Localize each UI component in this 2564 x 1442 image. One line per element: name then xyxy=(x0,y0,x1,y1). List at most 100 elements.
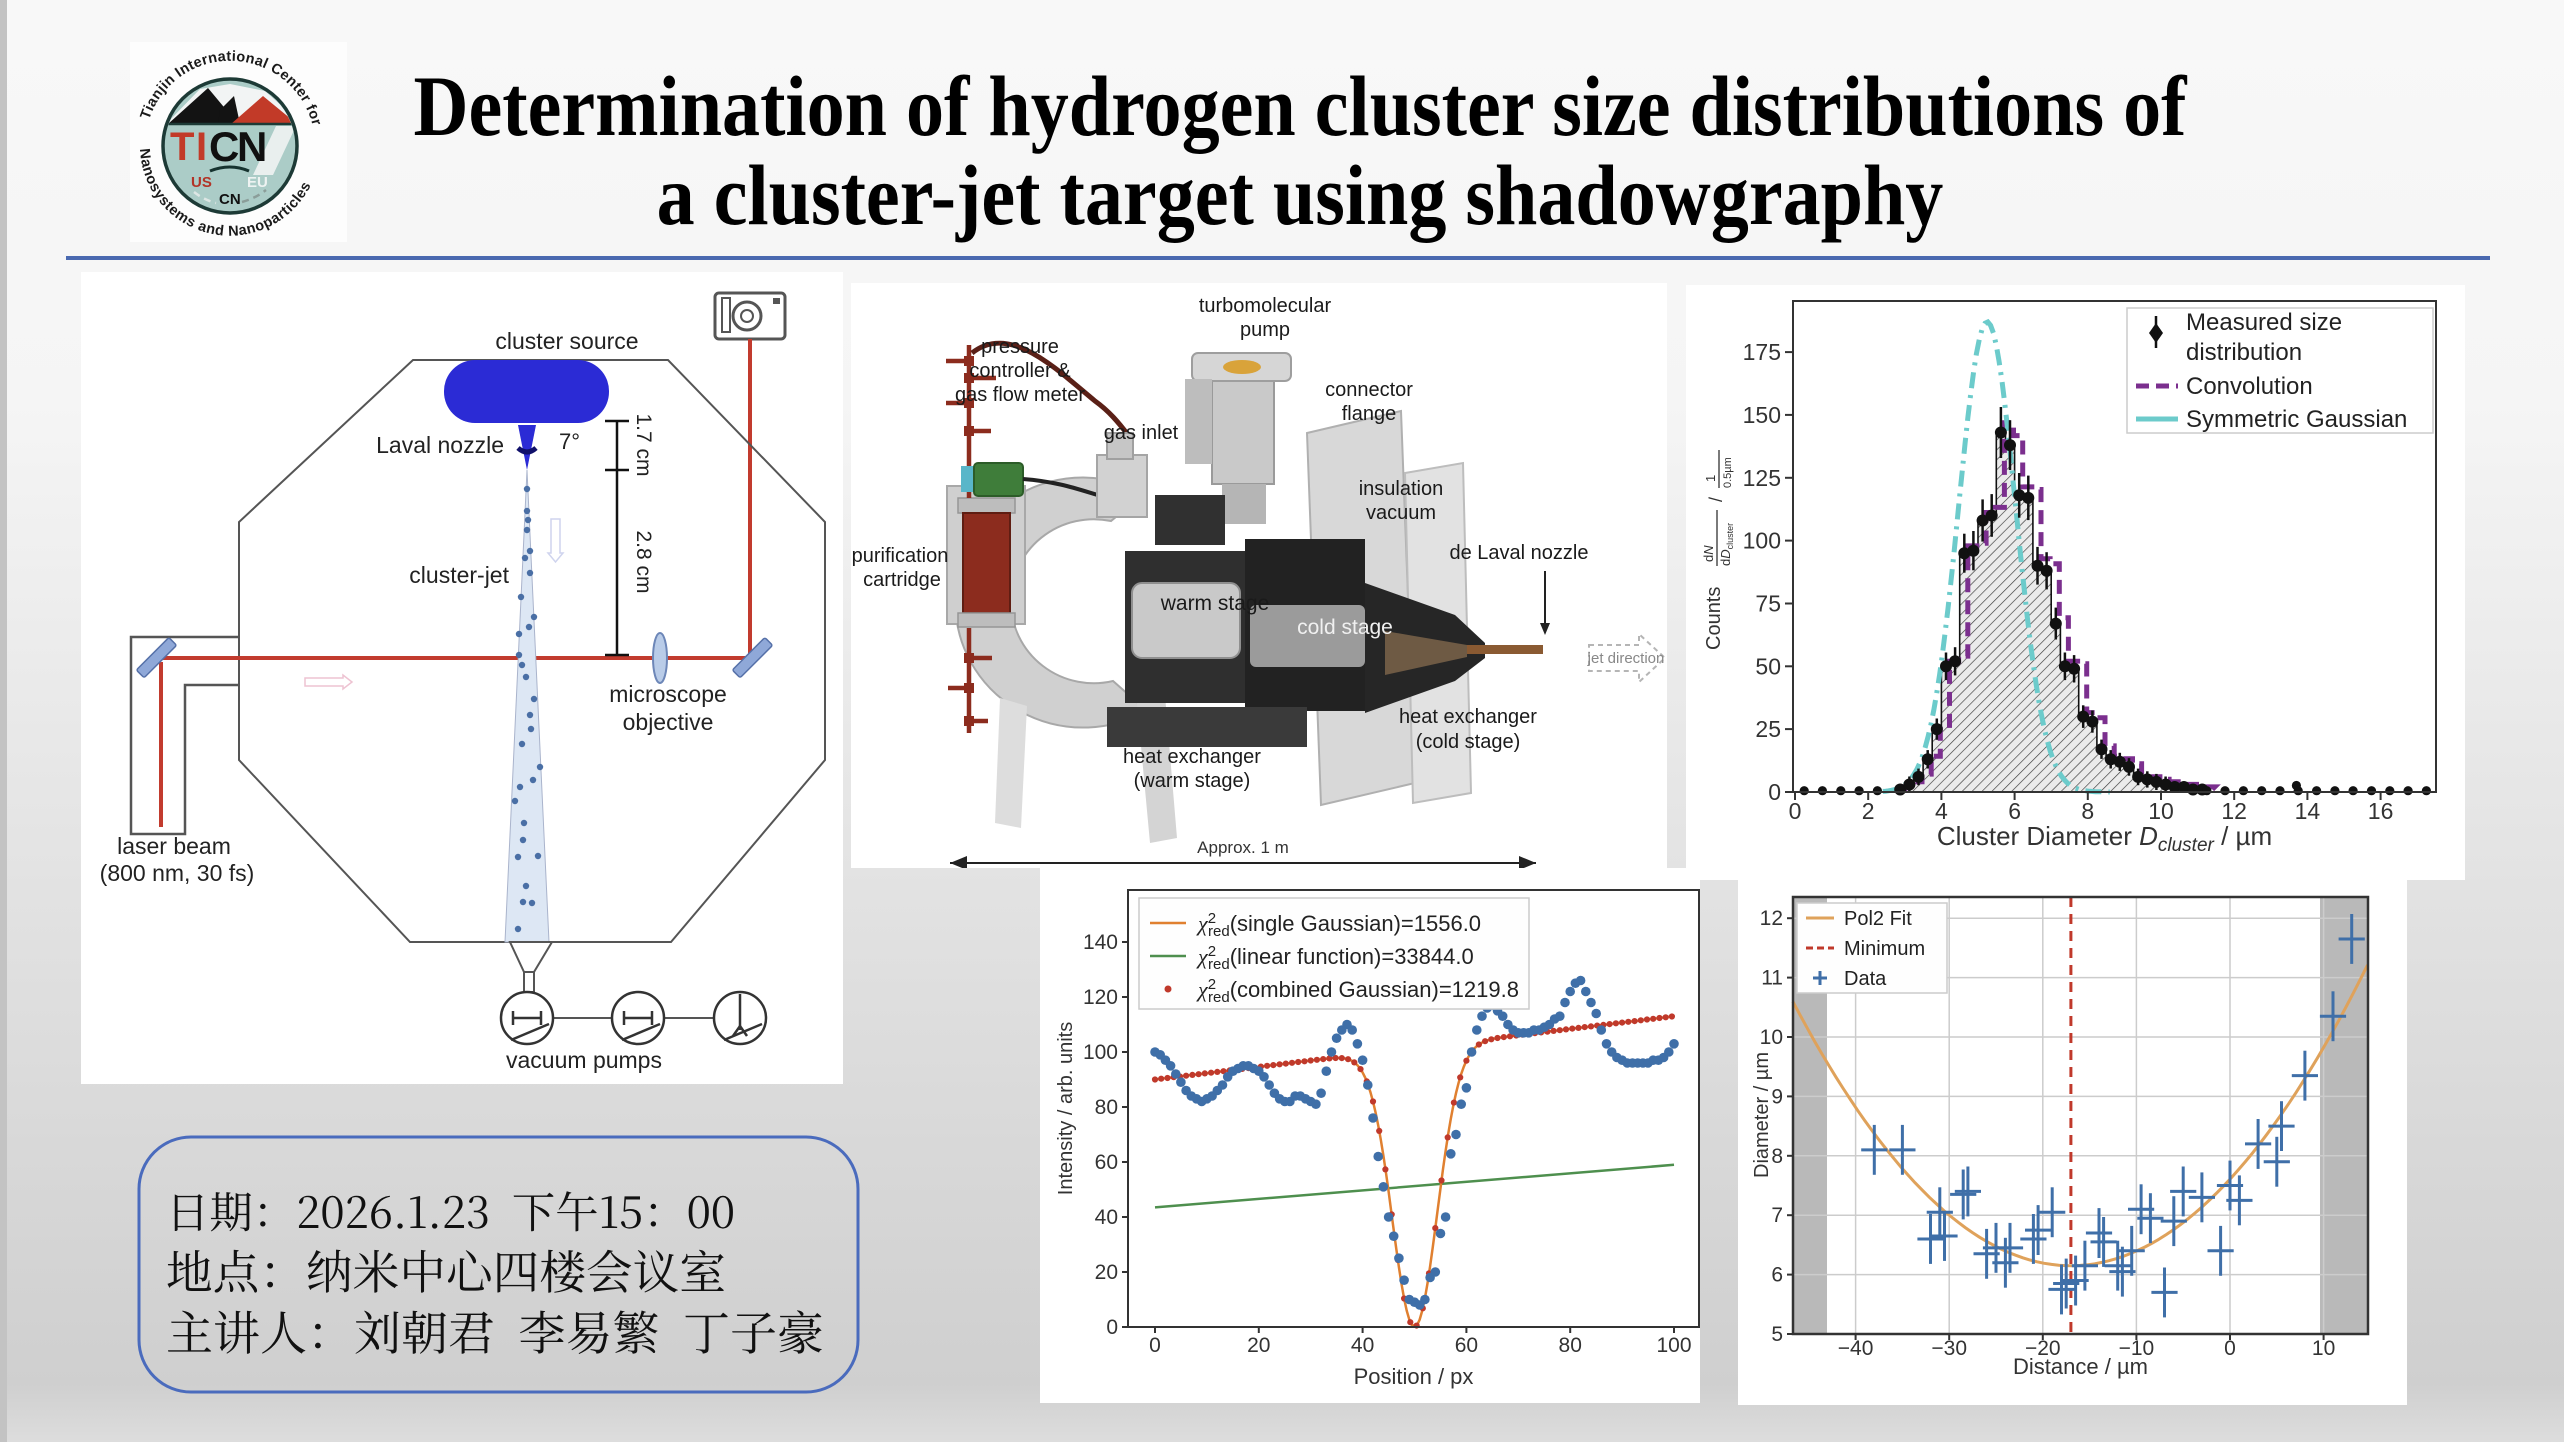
svg-text:40: 40 xyxy=(1095,1206,1118,1229)
svg-text:80: 80 xyxy=(1559,1334,1582,1357)
svg-text:75: 75 xyxy=(1755,591,1781,617)
svg-text:0.5µm: 0.5µm xyxy=(1722,457,1734,488)
svg-text:cold stage: cold stage xyxy=(1297,616,1393,639)
svg-text:objective: objective xyxy=(623,709,714,735)
svg-text:Measured size: Measured size xyxy=(2186,309,2342,336)
svg-text:−30: −30 xyxy=(1931,1337,1967,1360)
svg-text:controller &: controller & xyxy=(969,360,1071,382)
svg-text:50: 50 xyxy=(1755,653,1781,679)
svg-text:dN: dN xyxy=(1701,545,1716,562)
svg-text:60: 60 xyxy=(1095,1151,1118,1174)
svg-text:Symmetric Gaussian: Symmetric Gaussian xyxy=(2186,406,2407,433)
svg-text:7°: 7° xyxy=(559,429,580,454)
svg-text:cartridge: cartridge xyxy=(863,569,941,591)
svg-text:20: 20 xyxy=(1095,1261,1118,1284)
svg-text:2.8 cm: 2.8 cm xyxy=(632,530,655,593)
svg-text:Approx. 1 m: Approx. 1 m xyxy=(1197,838,1289,857)
svg-text:120: 120 xyxy=(1083,986,1118,1009)
svg-text:175: 175 xyxy=(1743,339,1781,365)
svg-text:distribution: distribution xyxy=(2186,339,2302,366)
svg-text:vacuum pumps: vacuum pumps xyxy=(506,1047,662,1073)
svg-text:100: 100 xyxy=(1743,528,1781,554)
svg-text:2: 2 xyxy=(1862,798,1875,824)
svg-text:100: 100 xyxy=(1656,1334,1691,1357)
svg-text:0: 0 xyxy=(1789,798,1802,824)
svg-text:12: 12 xyxy=(2221,798,2247,824)
svg-text:−40: −40 xyxy=(1838,1337,1874,1360)
svg-text:0: 0 xyxy=(1768,779,1781,805)
svg-text:12: 12 xyxy=(1760,907,1783,930)
svg-text:5: 5 xyxy=(1771,1323,1783,1346)
svg-text:flange: flange xyxy=(1342,403,1397,425)
svg-text:cluster-jet: cluster-jet xyxy=(409,562,509,588)
svg-text:6: 6 xyxy=(2008,798,2021,824)
svg-text:8: 8 xyxy=(1771,1145,1783,1168)
svg-text:insulation: insulation xyxy=(1359,478,1444,500)
svg-text:US: US xyxy=(191,174,212,191)
svg-text:0: 0 xyxy=(1106,1316,1118,1339)
svg-text:0: 0 xyxy=(1149,1334,1161,1357)
svg-text:11: 11 xyxy=(1761,967,1783,990)
svg-text:4: 4 xyxy=(1935,798,1948,824)
svg-text:10: 10 xyxy=(2148,798,2174,824)
svg-text:Diameter / µm: Diameter / µm xyxy=(1751,1052,1773,1178)
svg-text:Minimum: Minimum xyxy=(1844,938,1925,960)
svg-text:(warm stage): (warm stage) xyxy=(1134,770,1251,792)
svg-text:8: 8 xyxy=(2081,798,2094,824)
svg-text:Pol2 Fit: Pol2 Fit xyxy=(1844,908,1912,930)
svg-text:150: 150 xyxy=(1743,402,1781,428)
svg-text:T: T xyxy=(170,125,194,169)
svg-text:vacuum: vacuum xyxy=(1366,502,1436,524)
svg-text:turbomolecular: turbomolecular xyxy=(1199,295,1332,317)
svg-text:0: 0 xyxy=(2224,1337,2236,1360)
svg-text:/: / xyxy=(1706,497,1726,502)
svg-text:Laval nozzle: Laval nozzle xyxy=(376,432,504,458)
svg-text:Convolution: Convolution xyxy=(2186,373,2313,400)
svg-text:Position / px: Position / px xyxy=(1354,1364,1474,1389)
svg-text:C: C xyxy=(209,123,239,170)
svg-text:Distance / µm: Distance / µm xyxy=(2013,1354,2148,1379)
svg-text:125: 125 xyxy=(1743,465,1781,491)
svg-text:Intensity / arb. units: Intensity / arb. units xyxy=(1055,1022,1077,1195)
svg-text:gas flow meter: gas flow meter xyxy=(955,384,1085,406)
svg-text:purification: purification xyxy=(852,545,949,567)
svg-text:80: 80 xyxy=(1095,1096,1118,1119)
svg-text:(800 nm, 30 fs): (800 nm, 30 fs) xyxy=(100,860,255,886)
svg-text:de Laval nozzle: de Laval nozzle xyxy=(1450,542,1589,564)
svg-text:140: 140 xyxy=(1083,931,1118,954)
svg-text:gas inlet: gas inlet xyxy=(1104,422,1179,444)
svg-text:heat exchanger: heat exchanger xyxy=(1399,706,1537,728)
svg-text:Cluster Diameter Dcluster / µm: Cluster Diameter Dcluster / µm xyxy=(1937,821,2272,856)
svg-text:warm stage: warm stage xyxy=(1160,592,1270,615)
svg-text:CN: CN xyxy=(219,191,241,208)
svg-text:14: 14 xyxy=(2295,798,2321,824)
svg-text:7: 7 xyxy=(1771,1204,1783,1227)
svg-text:−20: −20 xyxy=(2025,1337,2061,1360)
svg-text:−10: −10 xyxy=(2119,1337,2155,1360)
svg-text:pump: pump xyxy=(1240,319,1290,341)
svg-text:20: 20 xyxy=(1247,1334,1270,1357)
svg-text:Counts: Counts xyxy=(1703,587,1725,650)
svg-text:10: 10 xyxy=(2312,1337,2335,1360)
svg-text:(cold stage): (cold stage) xyxy=(1416,731,1521,753)
svg-text:16: 16 xyxy=(2368,798,2394,824)
svg-text:cluster source: cluster source xyxy=(495,328,638,354)
svg-text:6: 6 xyxy=(1771,1264,1783,1287)
svg-text:microscope: microscope xyxy=(609,681,727,707)
svg-text:jet direction: jet direction xyxy=(1587,650,1665,667)
svg-text:laser beam: laser beam xyxy=(117,833,231,859)
svg-text:EU: EU xyxy=(247,174,268,191)
svg-text:Data: Data xyxy=(1844,968,1887,990)
svg-text:25: 25 xyxy=(1755,716,1781,742)
svg-text:heat exchanger: heat exchanger xyxy=(1123,746,1261,768)
svg-text:1: 1 xyxy=(1703,475,1718,482)
svg-text:40: 40 xyxy=(1351,1334,1374,1357)
svg-text:connector: connector xyxy=(1325,379,1413,401)
svg-text:I: I xyxy=(196,125,207,169)
svg-text:100: 100 xyxy=(1083,1041,1118,1064)
svg-text:pressure: pressure xyxy=(981,336,1059,358)
svg-text:N: N xyxy=(237,123,267,170)
